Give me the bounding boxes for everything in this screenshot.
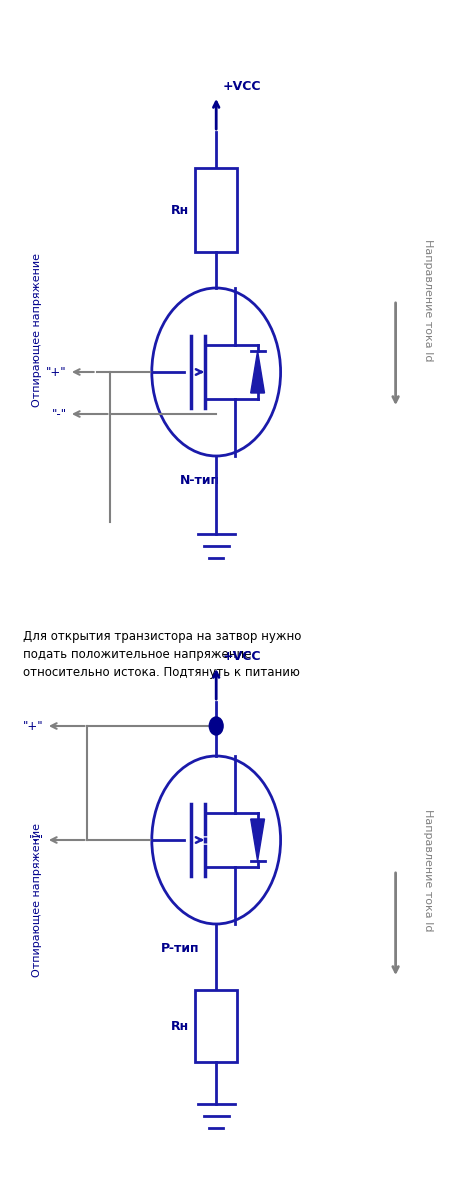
Text: "-": "-" [28, 834, 44, 846]
Bar [195, 990, 236, 1062]
Circle shape [209, 716, 223, 734]
Text: Для открытия транзистора на затвор нужно
подать положительное напряжение
относит: Для открытия транзистора на затвор нужно… [23, 630, 301, 679]
Text: N-тип: N-тип [179, 474, 219, 487]
Bar [195, 168, 236, 252]
Text: Rн: Rн [170, 1020, 188, 1032]
Text: Направление тока Id: Направление тока Id [422, 239, 432, 361]
Text: P-тип: P-тип [161, 942, 199, 955]
Text: Rн: Rн [170, 204, 188, 216]
Text: "+": "+" [23, 720, 44, 732]
Text: "-": "-" [51, 408, 67, 420]
Text: Направление тока Id: Направление тока Id [422, 809, 432, 931]
Text: Отпирающее напряжение: Отпирающее напряжение [32, 253, 42, 407]
Text: +VCC: +VCC [223, 650, 261, 662]
Polygon shape [250, 818, 264, 862]
Text: "+": "+" [46, 366, 67, 378]
Text: +VCC: +VCC [223, 80, 261, 92]
Polygon shape [250, 350, 264, 392]
Text: Отпирающее напряжение: Отпирающее напряжение [32, 823, 42, 977]
